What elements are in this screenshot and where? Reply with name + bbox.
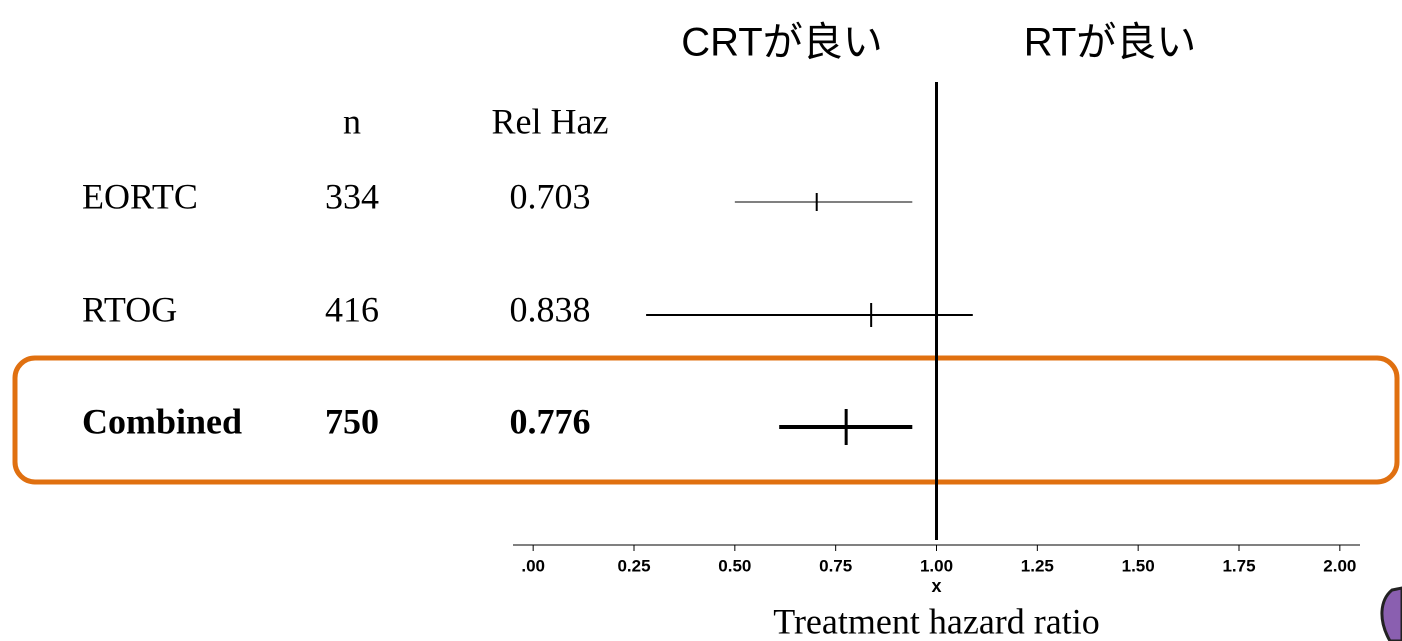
x-tick-label: 1.50 xyxy=(1122,556,1155,575)
decoration xyxy=(1380,586,1402,641)
heading: CRTが良い xyxy=(681,21,882,65)
n-value: 750 xyxy=(325,401,379,441)
heading: RTが良い xyxy=(1024,21,1197,65)
column-header: n xyxy=(343,101,361,141)
x-tick-label: 0.50 xyxy=(718,556,751,575)
x-tick-label: 1.00 xyxy=(920,556,953,575)
x-tick-label: 1.25 xyxy=(1021,556,1054,575)
x-tick-label: .00 xyxy=(521,556,545,575)
column-header: Rel Haz xyxy=(492,101,609,141)
rel-haz-value: 0.838 xyxy=(510,289,591,329)
study-name: Combined xyxy=(82,401,242,441)
x-tick-label: 2.00 xyxy=(1323,556,1356,575)
x-axis-label: Treatment hazard ratio xyxy=(773,601,1100,641)
study-name: EORTC xyxy=(82,176,198,216)
highlight-box xyxy=(12,355,1400,485)
n-value: 416 xyxy=(325,289,379,329)
n-value: 334 xyxy=(325,176,379,216)
x-tick-label: 1.75 xyxy=(1222,556,1255,575)
x-tick-label: 0.25 xyxy=(617,556,650,575)
study-name: RTOG xyxy=(82,289,177,329)
x-tick-label: 0.75 xyxy=(819,556,852,575)
x-marker: x xyxy=(931,576,941,596)
rel-haz-value: 0.776 xyxy=(510,401,591,441)
rel-haz-value: 0.703 xyxy=(510,176,591,216)
